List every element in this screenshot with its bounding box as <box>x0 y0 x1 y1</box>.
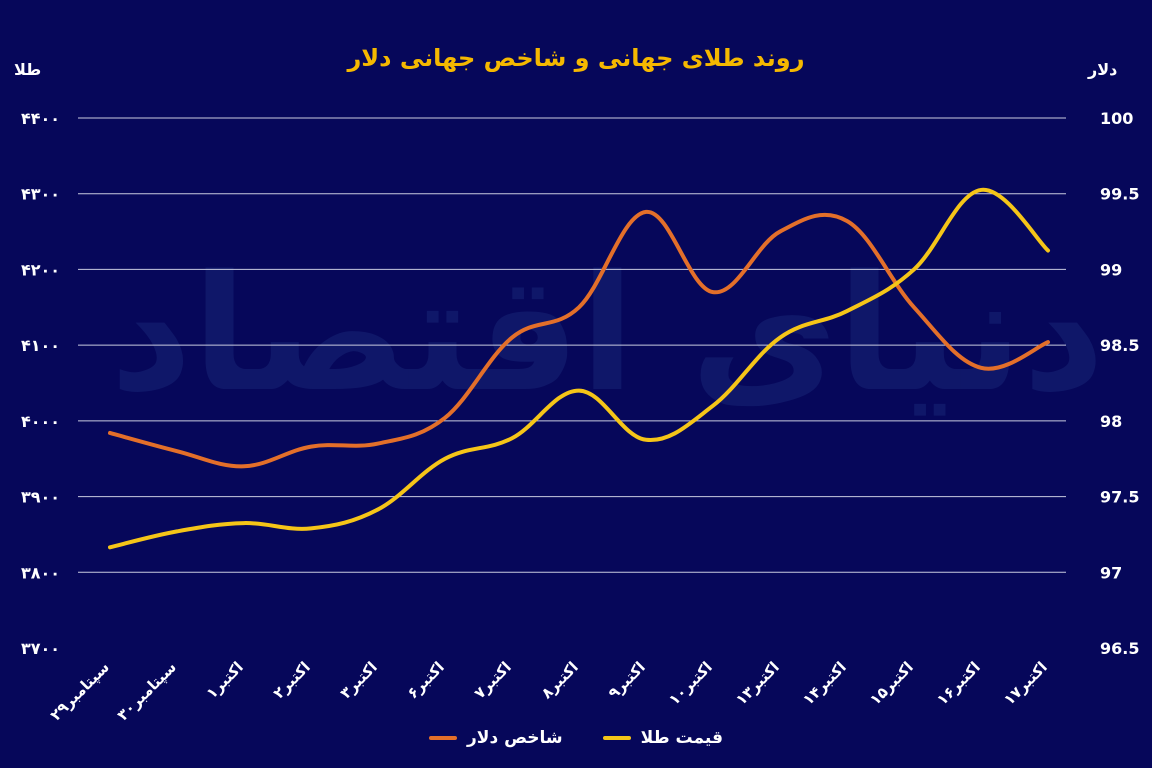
left-tick-label: ۴۴۰۰ <box>21 109 60 128</box>
x-tick-label: ۹اکتبر <box>605 658 649 702</box>
left-axis-ticks: ۳۷۰۰ ۳۸۰۰ ۳۹۰۰ ۴۰۰۰ ۴۱۰۰ ۴۲۰۰ ۴۳۰۰ ۴۴۰۰ <box>21 109 60 658</box>
right-tick-label: 97.5 <box>1100 488 1139 507</box>
legend: شاخص دلار قیمت طلا <box>0 728 1152 748</box>
left-tick-label: ۴۳۰۰ <box>21 185 60 204</box>
legend-item-dollar-index: شاخص دلار <box>429 728 563 748</box>
legend-label-gold-price: قیمت طلا <box>640 728 723 748</box>
x-tick-label: ۶اکتبر <box>404 658 448 702</box>
x-tick-label: ۱۳اکتبر <box>732 658 783 709</box>
right-tick-label: 96.5 <box>1100 639 1139 658</box>
chart-title: روند طلای جهانی و شاخص جهانی دلار <box>347 44 805 72</box>
left-tick-label: ۳۷۰۰ <box>21 639 60 658</box>
right-axis-ticks: 96.5 97 97.5 98 98.5 99 99.5 100 <box>1100 109 1139 658</box>
x-tick-label: ۱۶اکتبر <box>933 658 984 709</box>
right-tick-label: 98.5 <box>1100 336 1139 355</box>
left-tick-label: ۴۲۰۰ <box>21 260 60 279</box>
right-tick-label: 100 <box>1100 109 1133 128</box>
legend-label-dollar-index: شاخص دلار <box>467 728 563 748</box>
left-tick-label: ۴۰۰۰ <box>21 412 60 431</box>
legend-swatch-gold-price <box>602 736 631 740</box>
series-line-dollar-index <box>108 209 1050 469</box>
right-tick-label: 97 <box>1100 563 1122 582</box>
right-tick-label: 99 <box>1100 260 1122 279</box>
x-tick-label: ۳اکتبر <box>337 658 381 702</box>
left-axis-unit: طلا <box>14 60 42 79</box>
right-tick-label: 99.5 <box>1100 185 1139 204</box>
right-axis-unit: دلار <box>1088 60 1118 79</box>
x-tick-label: ۳۰سپتامبر <box>114 658 181 725</box>
x-tick-label: ۱۵اکتبر <box>866 658 917 709</box>
left-tick-label: ۳۸۰۰ <box>21 563 60 582</box>
right-tick-label: 98 <box>1100 412 1122 431</box>
gridlines <box>78 117 1066 573</box>
left-tick-label: ۴۱۰۰ <box>21 336 60 355</box>
series-lines <box>108 187 1050 550</box>
x-tick-label: ۲۹سپتامبر <box>47 658 114 725</box>
x-tick-label: ۱۷اکتبر <box>1000 658 1051 709</box>
x-tick-label: ۲اکتبر <box>270 658 314 702</box>
legend-item-gold-price: قیمت طلا <box>602 728 723 748</box>
x-tick-label: ۷اکتبر <box>471 658 515 702</box>
x-tick-label: ۸اکتبر <box>538 658 582 702</box>
legend-swatch-dollar-index <box>429 736 458 740</box>
left-tick-label: ۳۹۰۰ <box>21 488 60 507</box>
x-tick-label: ۱۰اکتبر <box>665 658 716 709</box>
x-tick-label: ۱۴اکتبر <box>799 658 850 709</box>
x-tick-label: ۱اکتبر <box>203 658 247 702</box>
series-line-gold-price <box>108 187 1050 550</box>
